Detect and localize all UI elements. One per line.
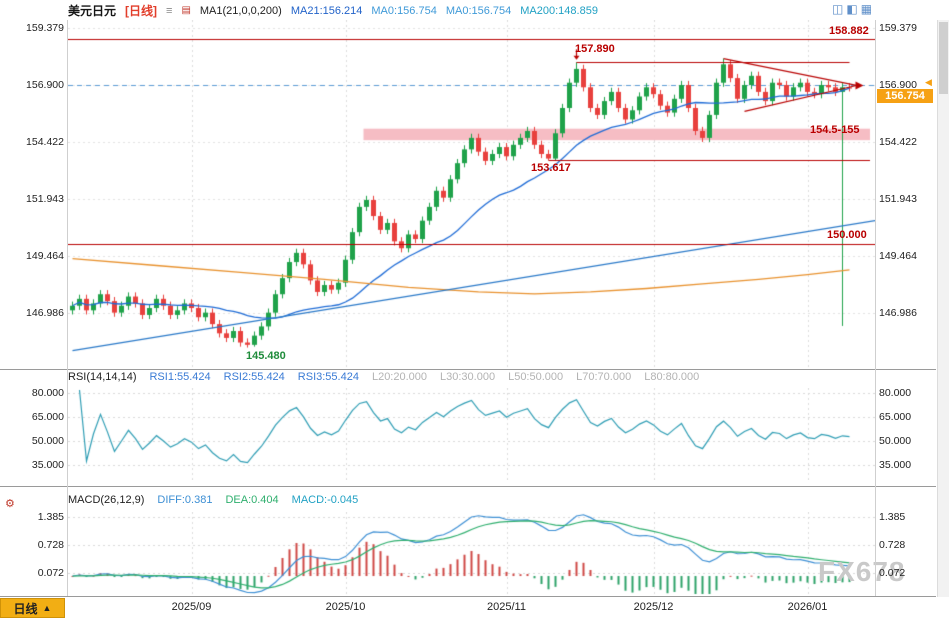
rsi-axis-label-right: 35.000: [879, 459, 912, 471]
rsi-axis-label-left: 35.000: [31, 459, 64, 471]
date-label: 2025/10: [325, 601, 366, 613]
rsi-axis-label-right: 65.000: [879, 411, 912, 423]
diff-value: DIFF:0.381: [157, 494, 213, 506]
price-axis-label-left: 154.422: [26, 135, 64, 148]
symbol-title: 美元日元: [68, 4, 117, 18]
layout-single-icon[interactable]: ◫: [832, 2, 844, 16]
chart-settings-icon[interactable]: ≡: [166, 4, 173, 17]
macd-axis-label-right: 0.728: [879, 539, 906, 551]
price-axis-label-right: 146.986: [879, 306, 917, 319]
dea-value: DEA:0.404: [225, 494, 279, 506]
price-marker-icon: ◀: [925, 77, 932, 87]
timeframe-box-label: 日线: [13, 601, 38, 616]
macd-axis-label-right: 0.072: [879, 566, 906, 579]
layout-controls: ◫ ◧ ▦: [832, 3, 872, 16]
rsi-level-70: L70:70.000: [576, 371, 632, 383]
price-axis-label-right: 154.422: [879, 135, 917, 148]
macd-settings-icon[interactable]: ⚙: [5, 498, 15, 510]
rsi-formula: RSI(14,14,14): [68, 371, 137, 383]
rsi-axis-label-right: 80.000: [879, 387, 912, 399]
rsi-level-20: L20:20.000: [371, 371, 428, 383]
current-price-tag: 156.754: [877, 89, 933, 103]
rsi-axis-label-left: 65.000: [31, 411, 64, 423]
zone-label: 154.5-155: [810, 124, 860, 136]
resistance-level-label: 158.882: [829, 25, 869, 37]
rsi-header: RSI(14,14,14) RSI1:55.424 RSI2:55.424 RS…: [68, 371, 699, 383]
date-label: 2025/11: [487, 601, 526, 613]
layout-grid-icon[interactable]: ▦: [860, 2, 873, 16]
ma0-value-1: MA0:156.754: [371, 4, 437, 17]
up-arrow-icon: ▲: [42, 603, 52, 613]
support-level-label: 153.617: [531, 162, 571, 174]
macd-axis-label-left: 0.072: [37, 566, 64, 579]
plot-border-left: [67, 20, 68, 596]
price-axis-label-left: 156.900: [26, 79, 64, 91]
macd-panel-chart[interactable]: [68, 512, 875, 596]
panel-divider: [0, 596, 936, 597]
main-price-chart[interactable]: [68, 20, 875, 369]
price-axis-label-left: 151.943: [26, 192, 64, 205]
plot-border-right: [875, 20, 876, 596]
low-price-label: 145.480: [246, 350, 286, 362]
price-axis-label-left: 159.379: [26, 22, 64, 34]
rsi-axis-label-right: 50.000: [879, 435, 912, 447]
rsi1-value: RSI1:55.424: [149, 371, 211, 383]
ma0-value-2: MA0:156.754: [445, 4, 512, 17]
rsi-axis-label-left: 80.000: [31, 387, 64, 399]
macd-axis-label-left: 1.385: [37, 511, 64, 523]
rsi-axis-label-left: 50.000: [31, 435, 64, 447]
macd-formula: MACD(26,12,9): [68, 494, 145, 506]
chart-header: 美元日元 [日线] ≡ ▤ MA1(21,0,0,200) MA21:156.2…: [68, 2, 598, 19]
rsi-level-80: L80:80.000: [644, 371, 700, 383]
rsi-level-30: L30:30.000: [440, 371, 496, 383]
panel-divider: [0, 369, 936, 370]
macd-header: MACD(26,12,9) DIFF:0.381 DEA:0.404 MACD:…: [68, 494, 358, 506]
timeframe-label[interactable]: [日线]: [125, 4, 158, 18]
date-label: 2025/09: [171, 601, 212, 613]
vertical-scrollbar[interactable]: [937, 20, 949, 597]
rsi-level-50: L50:50.000: [508, 371, 564, 383]
macd-axis-label-left: 0.728: [37, 539, 64, 551]
macd-value: MACD:-0.045: [291, 494, 359, 506]
price-axis-label-left: 146.986: [26, 306, 64, 319]
price-axis-label-right: 159.379: [879, 22, 917, 34]
rsi-panel-chart[interactable]: [68, 388, 875, 480]
scrollbar-thumb[interactable]: [939, 22, 948, 94]
round-level-label: 150.000: [827, 229, 867, 241]
ma21-value: MA21:156.214: [290, 4, 363, 17]
rsi2-value: RSI2:55.424: [223, 371, 285, 383]
price-axis-label-right: 156.900: [879, 79, 917, 91]
rsi3-value: RSI3:55.424: [297, 371, 359, 383]
ma-legend-icon: ▤: [181, 5, 191, 16]
timeframe-selector[interactable]: 日线 ▲: [0, 598, 65, 618]
date-label: 2025/12: [633, 601, 674, 613]
ma-formula: MA1(21,0,0,200): [199, 4, 282, 17]
watermark: FX678: [818, 556, 906, 587]
date-label: 2026/01: [787, 601, 828, 613]
peak-price-label: 157.890: [575, 43, 615, 55]
layout-split-icon[interactable]: ◧: [846, 2, 858, 16]
ma200-value: MA200:148.859: [520, 4, 598, 17]
price-axis-label-right: 149.464: [879, 249, 917, 262]
price-axis-label-left: 149.464: [26, 249, 64, 262]
macd-axis-label-right: 1.385: [879, 511, 906, 523]
panel-divider: [0, 486, 936, 487]
price-axis-label-right: 151.943: [879, 192, 917, 205]
